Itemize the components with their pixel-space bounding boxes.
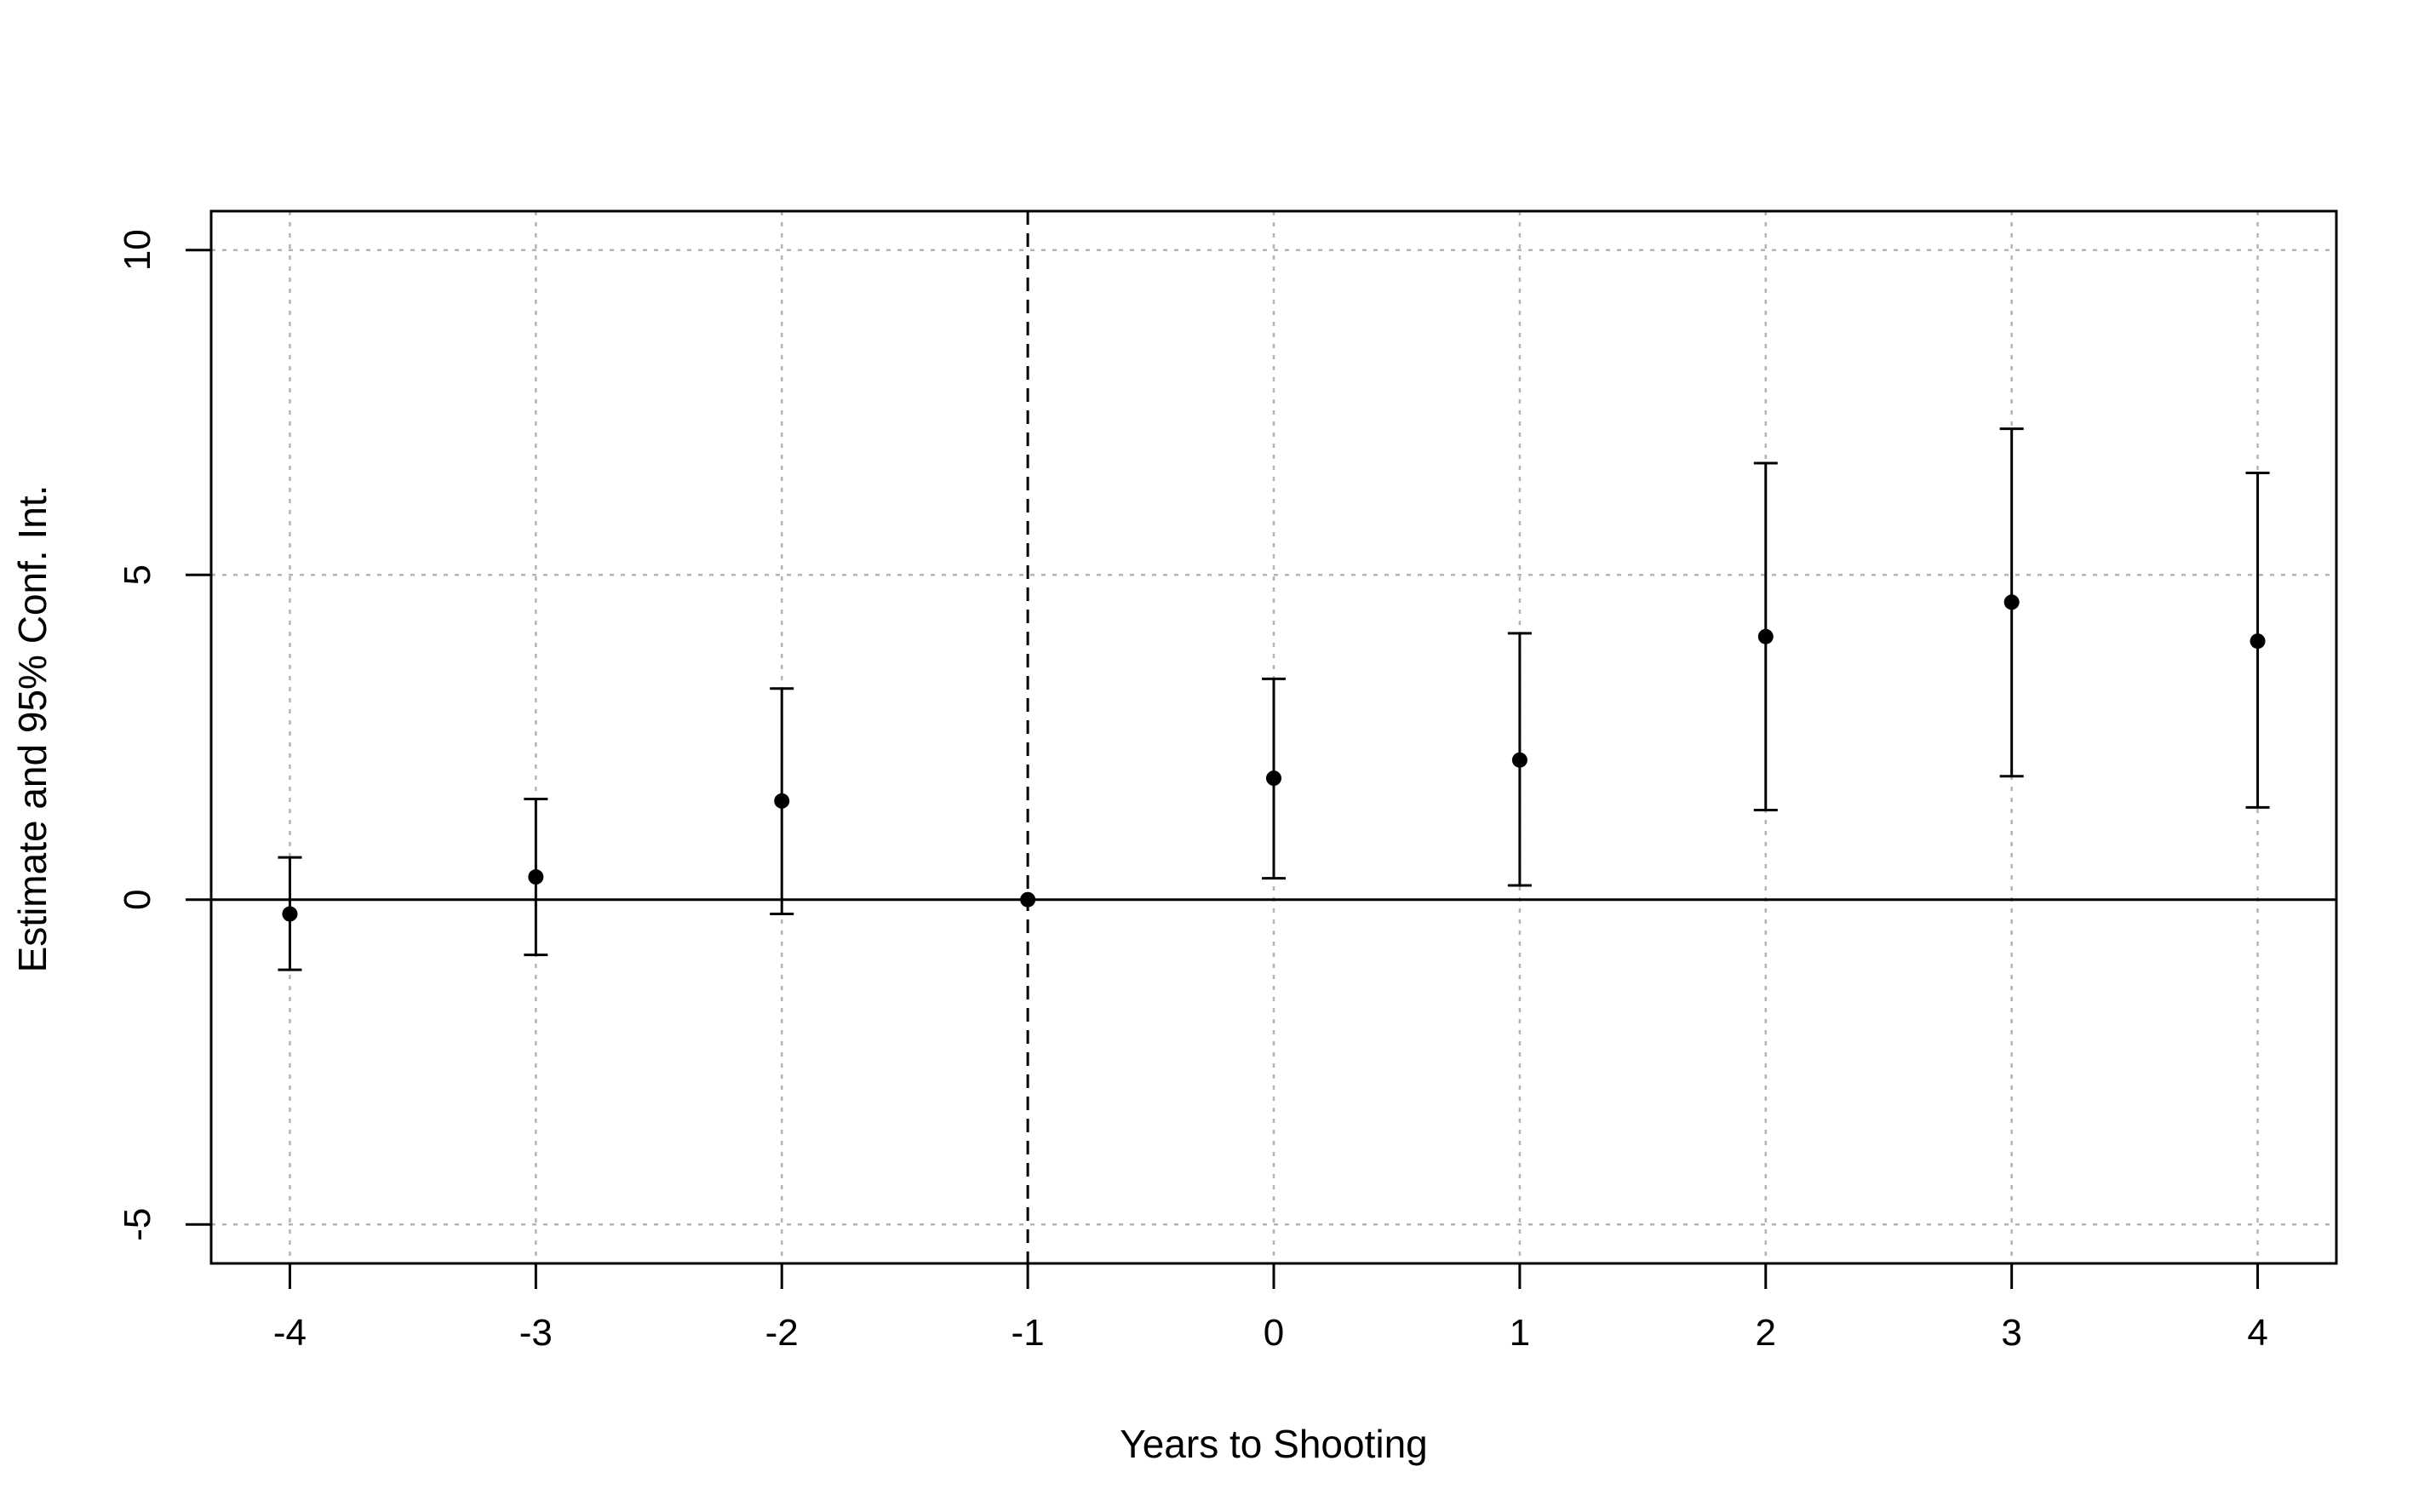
y-tick-label: 10	[117, 229, 158, 271]
x-tick-label: -4	[273, 1312, 307, 1354]
estimate-point	[774, 793, 790, 809]
x-tick-label: 4	[2247, 1312, 2267, 1354]
estimate-point	[282, 906, 298, 922]
x-tick-label: 3	[2001, 1312, 2021, 1354]
x-tick-label: 2	[1756, 1312, 1776, 1354]
reference-lines	[211, 211, 2336, 1263]
x-tick-label: 1	[1510, 1312, 1530, 1354]
y-tick-label: -5	[117, 1208, 158, 1241]
x-tick-label: 0	[1264, 1312, 1284, 1354]
x-tick-label: -3	[519, 1312, 553, 1354]
y-tick-label: 0	[117, 889, 158, 909]
x-axis-title: Years to Shooting	[1120, 1422, 1427, 1466]
estimate-point	[2003, 594, 2020, 610]
y-tick-label: 5	[117, 564, 158, 585]
x-tick-label: -2	[765, 1312, 799, 1354]
grid-lines	[211, 211, 2336, 1263]
y-axis-title: Estimate and 95% Conf. Int.	[10, 485, 54, 973]
estimate-point	[1757, 628, 1774, 644]
estimate-point	[1020, 891, 1036, 908]
estimate-point	[528, 869, 544, 885]
estimate-point	[1266, 770, 1281, 787]
x-tick-label: -1	[1012, 1312, 1045, 1354]
axes: -4 -3 -2 -1 0 1 2 3 4 -5 0 5 10	[117, 229, 2268, 1354]
estimate-point	[1511, 752, 1527, 768]
data-marks	[278, 427, 2270, 971]
estimate-point	[2250, 633, 2266, 650]
